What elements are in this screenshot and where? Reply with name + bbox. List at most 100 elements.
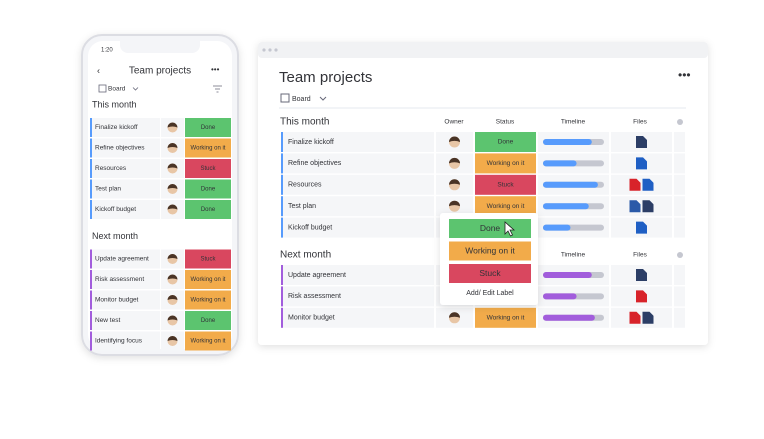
group-marker: [90, 138, 92, 158]
status-cell[interactable]: [185, 138, 231, 158]
task-name: Monitor budget: [95, 297, 139, 304]
extra-cell: [674, 153, 685, 174]
group-marker: [281, 174, 283, 195]
files-cell: [611, 174, 672, 195]
avatar-hair: [167, 184, 178, 189]
status-cell[interactable]: [475, 153, 536, 174]
avatar-hair: [449, 136, 460, 142]
status-option-label: Working on it: [465, 245, 515, 255]
status-option[interactable]: [449, 264, 531, 283]
group-marker: [281, 196, 283, 217]
status-cell[interactable]: [185, 200, 231, 219]
avatar-hair: [167, 204, 178, 210]
group-title[interactable]: This month: [280, 117, 329, 128]
file-icon[interactable]: [629, 178, 641, 191]
status-cell[interactable]: [185, 159, 231, 178]
extra-cell: [674, 217, 685, 238]
timeline-progress: [543, 160, 577, 167]
task-cell: [90, 118, 160, 137]
group-marker: [90, 200, 92, 219]
avatar-hair: [167, 315, 178, 321]
group-title[interactable]: Next month: [280, 250, 331, 261]
status-option-label: Stuck: [479, 268, 501, 278]
column-header: Owner: [444, 119, 464, 126]
task-cell: [281, 307, 434, 328]
task-name: Refine objectives: [288, 160, 342, 167]
desktop-title: Team projects: [279, 69, 372, 86]
group-marker: [90, 311, 92, 330]
add-column[interactable]: [677, 252, 683, 258]
task-cell: [281, 196, 434, 217]
group-marker: [281, 307, 283, 328]
avatar-hair: [449, 312, 460, 318]
status-cell[interactable]: [185, 118, 231, 137]
add-column[interactable]: [677, 119, 683, 125]
group-marker: [90, 290, 92, 310]
timeline-progress: [543, 139, 592, 145]
status-label: Working on it: [191, 277, 226, 283]
status-label: Done: [201, 318, 216, 324]
status-cell[interactable]: [185, 311, 231, 330]
task-cell: [281, 153, 434, 174]
group-marker: [281, 153, 283, 174]
file-icon[interactable]: [629, 200, 641, 213]
file-icon[interactable]: [636, 157, 647, 170]
task-cell: [90, 311, 160, 330]
timeline-progress: [543, 224, 571, 231]
file-icon[interactable]: [642, 311, 654, 324]
extra-cell: [674, 174, 685, 195]
task-cell: [90, 138, 160, 158]
task-name: Risk assessment: [95, 276, 144, 283]
status-cell[interactable]: [475, 132, 536, 152]
more-menu[interactable]: •••: [678, 68, 691, 82]
phone-menu[interactable]: •••: [211, 65, 220, 74]
group-marker: [281, 217, 283, 238]
avatar-hair: [449, 200, 460, 207]
file-icon[interactable]: [636, 269, 647, 281]
file-icon[interactable]: [636, 221, 647, 234]
back-button[interactable]: ‹: [97, 65, 100, 75]
status-cell[interactable]: [185, 249, 231, 269]
status-label: Working on it: [191, 298, 226, 304]
task-name: Refine objectives: [95, 145, 145, 152]
view-selector[interactable]: Board: [292, 96, 311, 103]
status-cell[interactable]: [475, 174, 536, 195]
phone-view[interactable]: Board: [108, 86, 126, 93]
group-title[interactable]: Next month: [92, 231, 138, 241]
status-label: Done: [201, 187, 216, 193]
extra-cell: [674, 265, 685, 285]
group-marker: [90, 331, 92, 351]
status-label: Working on it: [487, 160, 525, 167]
task-name: Monitor budget: [288, 315, 335, 322]
task-name: Test plan: [95, 186, 121, 193]
status-label: Working on it: [191, 146, 226, 152]
task-cell: [90, 200, 160, 219]
status-label: Working on it: [191, 339, 226, 345]
status-cell[interactable]: [185, 331, 231, 351]
file-icon[interactable]: [629, 311, 641, 324]
status-option[interactable]: [449, 241, 531, 261]
group-title[interactable]: This month: [92, 99, 137, 109]
file-icon[interactable]: [642, 200, 654, 213]
file-icon[interactable]: [636, 136, 647, 148]
timeline-progress: [543, 314, 595, 321]
task-cell: [90, 249, 160, 269]
edit-labels-link[interactable]: Add/ Edit Label: [466, 290, 514, 297]
column-header: Files: [633, 252, 647, 259]
status-cell[interactable]: [475, 196, 536, 217]
column-header: Status: [496, 119, 515, 126]
status-label: Done: [201, 125, 216, 131]
status-label: Working on it: [487, 315, 525, 322]
status-option-label: Done: [480, 223, 501, 233]
status-cell[interactable]: [475, 307, 536, 328]
avatar-hair: [167, 143, 178, 148]
file-icon[interactable]: [636, 290, 647, 303]
task-cell: [90, 179, 160, 199]
status-cell[interactable]: [185, 270, 231, 289]
task-name: Update agreement: [95, 256, 149, 263]
status-cell[interactable]: [185, 290, 231, 310]
file-icon[interactable]: [642, 178, 654, 191]
task-cell: [281, 132, 434, 152]
status-cell[interactable]: [185, 179, 231, 199]
status-time: 1:20: [101, 48, 113, 54]
